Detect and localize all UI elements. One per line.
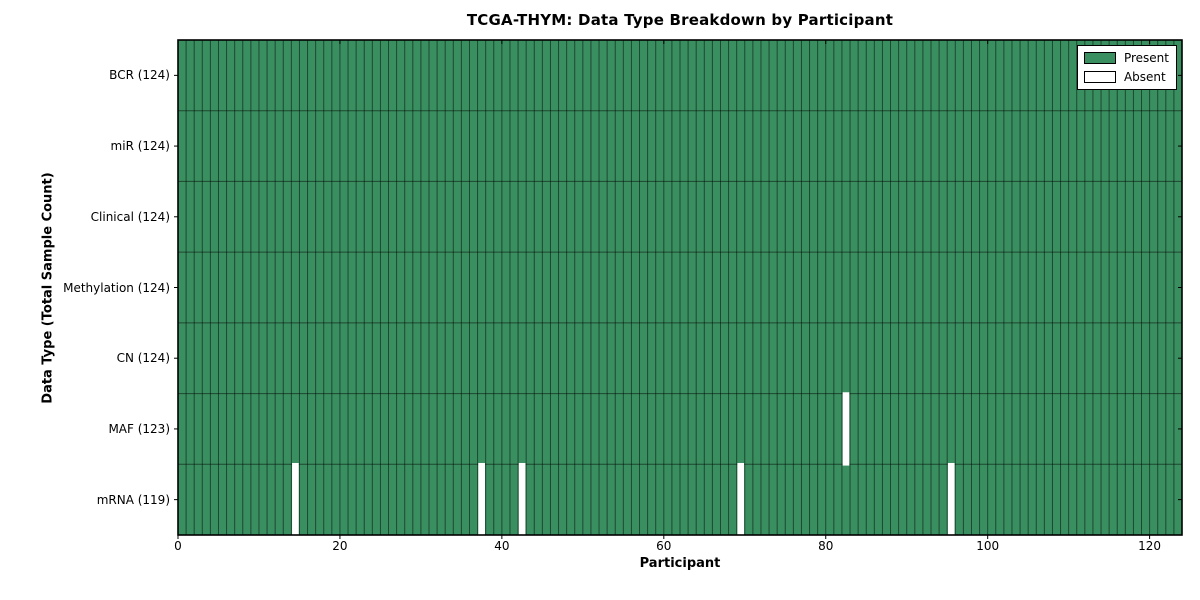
x-tick-label-80: 80: [818, 539, 834, 553]
y-tick-label-clinical: Clinical (124): [90, 209, 170, 224]
y-tick-label-bcr: BCR (124): [109, 68, 170, 83]
chart-title: TCGA-THYM: Data Type Breakdown by Partic…: [466, 11, 894, 29]
plot-area: Present Absent: [174, 39, 1183, 539]
y-tick-label-mir: miR (124): [110, 139, 170, 154]
heatmap-grid: [174, 39, 1183, 539]
y-tick-label-cn: CN (124): [116, 351, 170, 366]
legend-swatch-absent: [1083, 71, 1116, 83]
x-tick-label-100: 100: [976, 539, 1000, 553]
x-tick-label-0: 0: [174, 539, 182, 553]
x-tick-label-120: 120: [1138, 539, 1162, 553]
y-tick-label-methylation: Methylation (124): [63, 280, 170, 295]
x-axis-label: Participant: [639, 556, 721, 571]
legend-item-present: Present: [1083, 51, 1169, 65]
y-tick-label-mrna: mRNA (119): [96, 492, 170, 507]
legend: Present Absent: [1076, 45, 1177, 90]
x-tick-label-40: 40: [494, 539, 510, 553]
legend-label-present: Present: [1123, 51, 1169, 65]
legend-swatch-present: [1083, 52, 1116, 64]
legend-item-absent: Absent: [1083, 70, 1169, 84]
x-tick-label-60: 60: [656, 539, 672, 553]
legend-label-absent: Absent: [1123, 70, 1166, 84]
x-tick-label-20: 20: [332, 539, 348, 553]
y-tick-label-maf: MAF (123): [108, 421, 170, 436]
